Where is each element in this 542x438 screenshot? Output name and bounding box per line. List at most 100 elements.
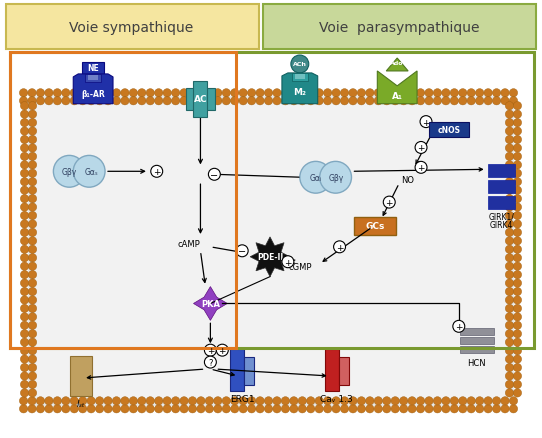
Circle shape — [20, 397, 28, 405]
Circle shape — [513, 161, 521, 170]
Polygon shape — [73, 75, 113, 105]
Circle shape — [28, 102, 37, 111]
Bar — [292, 74, 308, 82]
Circle shape — [433, 405, 442, 413]
Circle shape — [391, 89, 399, 98]
Circle shape — [204, 344, 216, 356]
Circle shape — [28, 313, 37, 321]
Circle shape — [501, 89, 509, 98]
Circle shape — [273, 405, 281, 413]
Circle shape — [28, 279, 37, 288]
Circle shape — [239, 405, 247, 413]
Text: M₂: M₂ — [293, 88, 306, 97]
Circle shape — [505, 262, 514, 271]
Circle shape — [484, 397, 492, 405]
Circle shape — [505, 136, 514, 145]
Circle shape — [505, 338, 514, 346]
Circle shape — [307, 397, 315, 405]
Circle shape — [281, 397, 289, 405]
Circle shape — [324, 397, 332, 405]
Circle shape — [505, 229, 514, 237]
Circle shape — [214, 397, 222, 405]
Circle shape — [28, 187, 37, 195]
Circle shape — [104, 397, 112, 405]
Circle shape — [214, 97, 222, 106]
Text: cNOS: cNOS — [437, 125, 460, 134]
Circle shape — [505, 153, 514, 161]
Circle shape — [391, 397, 399, 405]
Circle shape — [21, 296, 29, 304]
Circle shape — [383, 397, 391, 405]
Circle shape — [28, 304, 37, 313]
Circle shape — [28, 178, 37, 187]
Circle shape — [146, 97, 154, 106]
Circle shape — [289, 89, 298, 98]
Circle shape — [505, 321, 514, 330]
Circle shape — [450, 405, 459, 413]
Circle shape — [28, 321, 37, 330]
Circle shape — [467, 89, 475, 98]
Circle shape — [28, 397, 36, 405]
Circle shape — [28, 136, 37, 145]
Text: Gαᵢ: Gαᵢ — [309, 173, 322, 182]
Circle shape — [340, 397, 349, 405]
Circle shape — [222, 97, 230, 106]
Circle shape — [442, 89, 450, 98]
Circle shape — [505, 203, 514, 212]
Circle shape — [28, 262, 37, 271]
Circle shape — [204, 356, 216, 368]
Circle shape — [513, 321, 521, 330]
Circle shape — [324, 405, 332, 413]
Circle shape — [28, 347, 37, 355]
Circle shape — [289, 405, 298, 413]
Circle shape — [505, 389, 514, 397]
Circle shape — [505, 330, 514, 338]
Circle shape — [450, 97, 459, 106]
Circle shape — [151, 166, 163, 178]
Circle shape — [505, 296, 514, 304]
Text: NO: NO — [401, 175, 414, 184]
Circle shape — [513, 102, 521, 111]
Circle shape — [459, 405, 467, 413]
Circle shape — [291, 56, 309, 74]
Circle shape — [205, 405, 214, 413]
Circle shape — [505, 187, 514, 195]
Circle shape — [416, 89, 425, 98]
Text: Gβγ: Gβγ — [62, 167, 77, 177]
Text: Caᵥ 1.3: Caᵥ 1.3 — [320, 395, 353, 403]
Circle shape — [138, 89, 146, 98]
Circle shape — [28, 380, 37, 389]
Circle shape — [180, 97, 188, 106]
Circle shape — [28, 89, 36, 98]
Bar — [488, 165, 515, 178]
Circle shape — [112, 97, 121, 106]
Text: +: + — [336, 243, 343, 252]
Circle shape — [21, 229, 29, 237]
Text: β₁-AR: β₁-AR — [81, 90, 105, 99]
Circle shape — [505, 145, 514, 153]
Circle shape — [256, 89, 264, 98]
Circle shape — [425, 405, 433, 413]
Circle shape — [513, 355, 521, 364]
Circle shape — [505, 111, 514, 119]
Bar — [82, 63, 104, 75]
Circle shape — [281, 405, 289, 413]
Circle shape — [383, 89, 391, 98]
Circle shape — [28, 237, 37, 245]
Circle shape — [154, 397, 163, 405]
Bar — [488, 181, 515, 194]
Circle shape — [416, 405, 425, 413]
Circle shape — [273, 89, 281, 98]
Text: Iₛₜ: Iₛₜ — [77, 399, 86, 408]
Circle shape — [248, 405, 256, 413]
Bar — [70, 356, 92, 396]
Circle shape — [230, 89, 239, 98]
Circle shape — [28, 405, 36, 413]
Circle shape — [433, 97, 442, 106]
Circle shape — [300, 162, 332, 194]
Circle shape — [442, 405, 450, 413]
Circle shape — [28, 338, 37, 346]
Circle shape — [332, 397, 340, 405]
Circle shape — [281, 89, 289, 98]
Circle shape — [70, 89, 79, 98]
